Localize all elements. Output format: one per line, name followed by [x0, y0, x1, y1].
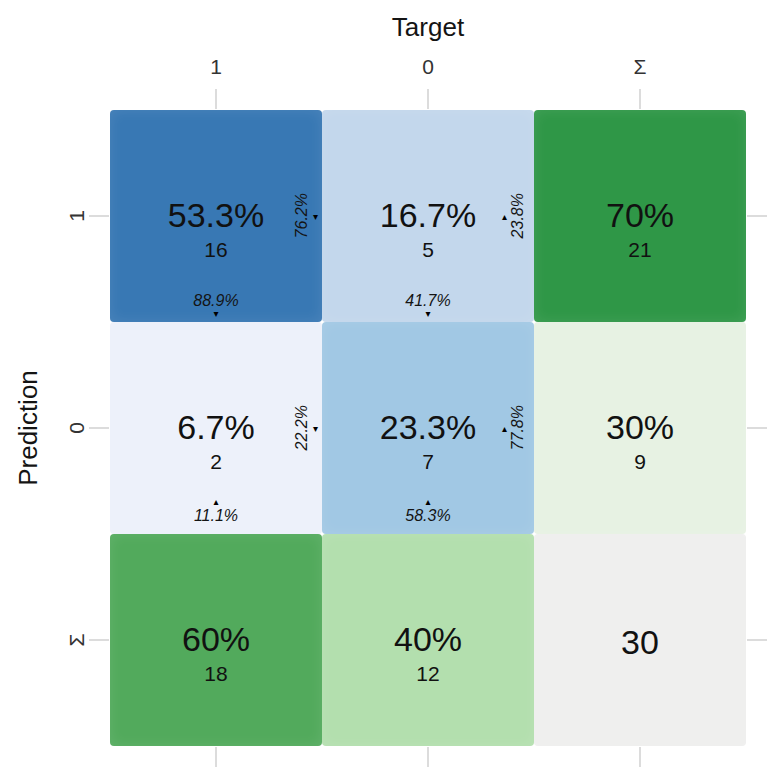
- cell-pred-1-target-1: 53.3% 16 76.2% ▾ 88.9% ▾: [110, 110, 322, 322]
- y-tick-right: [747, 215, 767, 217]
- y-tick-left: [89, 427, 109, 429]
- cell-values: 60% 18: [110, 547, 322, 759]
- x-tick-label-sum: Σ: [534, 55, 746, 79]
- y-axis-title: Prediction: [13, 278, 43, 578]
- cell-percent: 23.3%: [380, 408, 476, 446]
- cell-percent: 53.3%: [168, 196, 264, 234]
- row-percent-annotation: 41.7% ▾: [322, 291, 534, 318]
- cell-pred-0-target-sum: 30% 9: [534, 322, 746, 534]
- cell-percent: 60%: [182, 620, 250, 658]
- cell-pred-sum-target-0: 40% 12: [322, 534, 534, 746]
- cell-values: 30% 9: [534, 335, 746, 547]
- cell-values: 40% 12: [322, 547, 534, 759]
- confusion-matrix-figure: Target Prediction 1 0 Σ 1 0 Σ 53.3% 16 7…: [0, 0, 782, 782]
- total-count: 30: [621, 623, 659, 661]
- cell-count: 21: [628, 237, 651, 262]
- arrow-up-icon: ▴: [110, 498, 322, 506]
- x-tick-bottom: [639, 747, 641, 767]
- x-tick-label-1: 1: [110, 55, 322, 79]
- confusion-matrix-grid: 53.3% 16 76.2% ▾ 88.9% ▾ 16.7% 5 ▴ 23.8%: [110, 110, 746, 746]
- y-tick-left: [89, 215, 109, 217]
- cell-count: 12: [416, 661, 439, 686]
- cell-count: 7: [422, 449, 434, 474]
- cell-pred-sum-target-1: 60% 18: [110, 534, 322, 746]
- row-percent-annotation: ▴ 58.3%: [322, 498, 534, 525]
- arrow-down-icon: ▾: [110, 310, 322, 318]
- cell-count: 2: [210, 449, 222, 474]
- row-percent-annotation: ▴ 11.1%: [110, 498, 322, 525]
- cell-percent: 30%: [606, 408, 674, 446]
- cell-percent: 6.7%: [177, 408, 255, 446]
- x-tick-top: [215, 89, 217, 109]
- x-axis-title: Target: [110, 12, 746, 43]
- arrow-down-icon: ▾: [311, 423, 320, 434]
- arrow-up-icon: ▴: [500, 423, 509, 434]
- cell-pred-1-target-sum: 70% 21: [534, 110, 746, 322]
- cell-percent: 40%: [394, 620, 462, 658]
- x-tick-top: [427, 89, 429, 109]
- cell-pred-0-target-0: 23.3% 7 ▴ 77.8% ▴ 58.3%: [322, 322, 534, 534]
- row-percent-annotation: 88.9% ▾: [110, 291, 322, 318]
- arrow-down-icon: ▾: [311, 211, 320, 222]
- cell-pred-sum-target-sum: 30: [534, 534, 746, 746]
- cell-count: 18: [204, 661, 227, 686]
- cell-values: 30: [534, 536, 746, 748]
- arrow-down-icon: ▾: [322, 310, 534, 318]
- x-axis: 1 0 Σ: [110, 55, 746, 79]
- cell-count: 9: [634, 449, 646, 474]
- y-tick-right: [747, 427, 767, 429]
- cell-count: 5: [422, 237, 434, 262]
- x-tick-label-0: 0: [322, 55, 534, 79]
- cell-percent: 16.7%: [380, 196, 476, 234]
- cell-count: 16: [204, 237, 227, 262]
- y-tick-left: [89, 639, 109, 641]
- arrow-up-icon: ▴: [500, 211, 509, 222]
- cell-pred-1-target-0: 16.7% 5 ▴ 23.8% 41.7% ▾: [322, 110, 534, 322]
- arrow-up-icon: ▴: [322, 498, 534, 506]
- cell-values: 70% 21: [534, 123, 746, 335]
- cell-percent: 70%: [606, 196, 674, 234]
- cell-pred-0-target-1: 6.7% 2 22.2% ▾ ▴ 11.1%: [110, 322, 322, 534]
- x-tick-top: [639, 89, 641, 109]
- y-tick-right: [747, 639, 767, 641]
